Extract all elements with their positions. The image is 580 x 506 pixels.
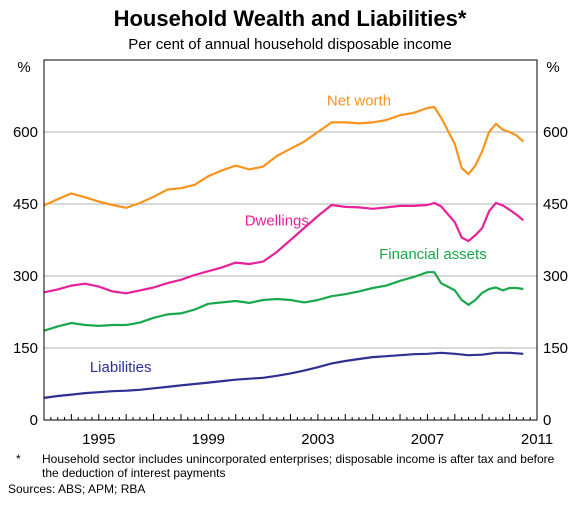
series-label-net-worth: Net worth (327, 93, 391, 110)
series-line-dwellings (43, 201, 525, 295)
x-tick-label: 2011 (521, 431, 553, 448)
sources-text: Sources: ABS; APM; RBA (8, 482, 146, 496)
y-tick-label-right: 150 (543, 340, 568, 357)
y-unit-right: % (546, 59, 559, 76)
y-tick-label-left: 0 (30, 412, 38, 429)
y-tick-label-left: 300 (13, 268, 38, 285)
y-tick-label-right: 0 (543, 412, 551, 429)
series-line-financial-assets (43, 271, 524, 332)
y-tick-label-right: 450 (543, 196, 568, 213)
series-label-liabilities: Liabilities (90, 359, 152, 376)
y-tick-label-right: 300 (543, 268, 568, 285)
footnote-text: Household sector includes unincorporated… (42, 452, 555, 480)
series-line-liabilities (43, 351, 524, 399)
y-tick-label-left: 450 (13, 196, 38, 213)
axis-ticks: 0 0 150 150 300 300 450 450 600 600 1995 1999 2003 20… (13, 124, 568, 448)
series-lines (43, 105, 525, 399)
gridlines (44, 131, 537, 349)
series-label-dwellings: Dwellings (245, 213, 309, 230)
series-line-net-worth (43, 105, 525, 209)
x-tick-label: 2003 (301, 431, 334, 448)
x-tick-label: 1999 (192, 431, 225, 448)
y-tick-label-left: 600 (13, 124, 38, 141)
y-tick-label-left: 150 (13, 340, 38, 357)
x-tick-label: 1995 (82, 431, 115, 448)
y-unit-left: % (17, 59, 30, 76)
y-tick-label-right: 600 (543, 124, 568, 141)
x-tick-label: 2007 (411, 431, 444, 448)
chart-title: Household Wealth and Liabilities* (114, 6, 467, 31)
chart-subtitle: Per cent of annual household disposable … (128, 36, 452, 53)
footnote-marker: * (16, 452, 21, 466)
footnote: * Household sector includes unincorporat… (8, 452, 572, 500)
series-labels: Net worth Dwellings Financial assets Liabil… (90, 93, 487, 376)
series-label-financial-assets: Financial assets (379, 246, 487, 263)
